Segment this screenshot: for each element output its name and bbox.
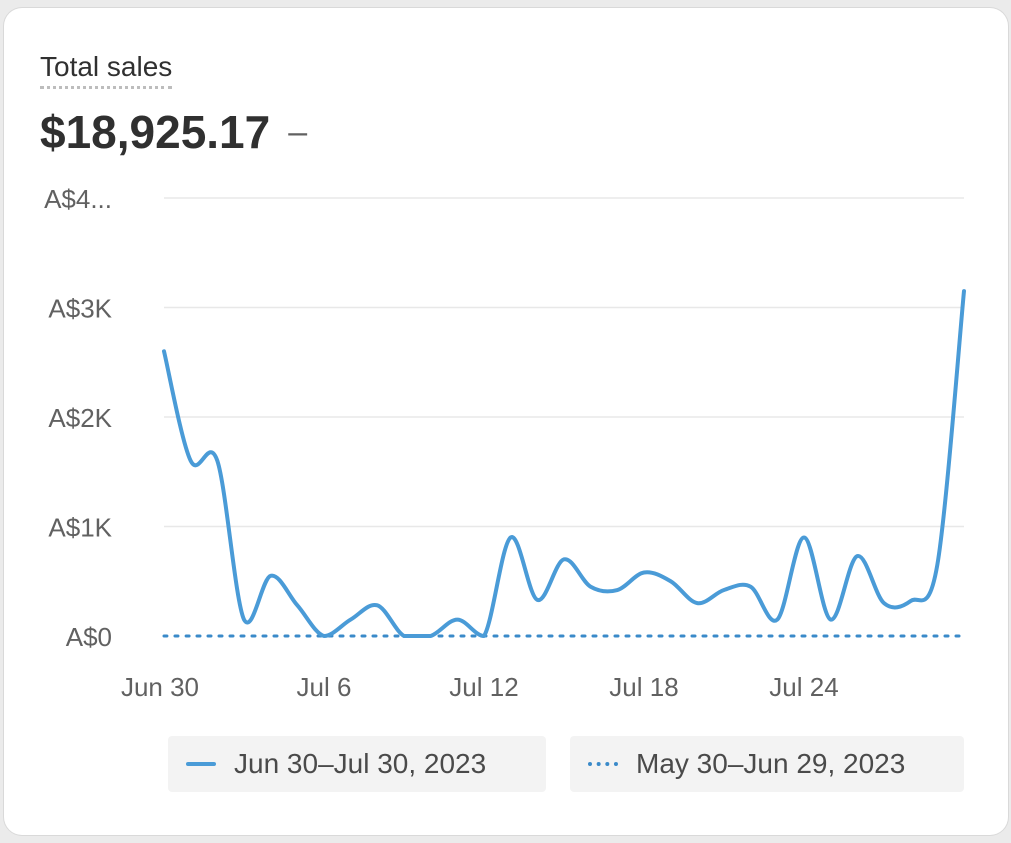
solid-line-swatch-icon <box>186 762 216 766</box>
legend-previous-period[interactable]: May 30–Jun 29, 2023 <box>570 736 964 792</box>
y-tick-label: A$1K <box>48 513 112 543</box>
comparison-indicator: – <box>288 113 308 151</box>
x-tick-label: Jul 12 <box>449 672 518 702</box>
total-row: $18,925.17 – <box>40 104 307 160</box>
y-tick-label: A$0 <box>66 622 112 652</box>
total-value: $18,925.17 <box>40 106 271 158</box>
dotted-line-swatch-icon <box>588 762 618 766</box>
y-tick-label: A$3K <box>48 294 112 324</box>
x-tick-label: Jul 6 <box>297 672 352 702</box>
x-tick-label: Jun 30 <box>121 672 199 702</box>
series-line-current-period <box>162 289 966 638</box>
legend-current-label: Jun 30–Jul 30, 2023 <box>234 748 487 779</box>
y-tick-label: A$4... <box>44 184 112 214</box>
y-tick-label: A$2K <box>48 403 112 433</box>
x-tick-label: Jul 24 <box>769 672 838 702</box>
legend-previous-label: May 30–Jun 29, 2023 <box>636 748 906 779</box>
legend-current-period[interactable]: Jun 30–Jul 30, 2023 <box>168 736 546 792</box>
total-sales-card: Total sales $18,925.17 – <box>4 8 1008 835</box>
card-title[interactable]: Total sales <box>40 50 173 89</box>
x-tick-label: Jul 18 <box>609 672 678 702</box>
